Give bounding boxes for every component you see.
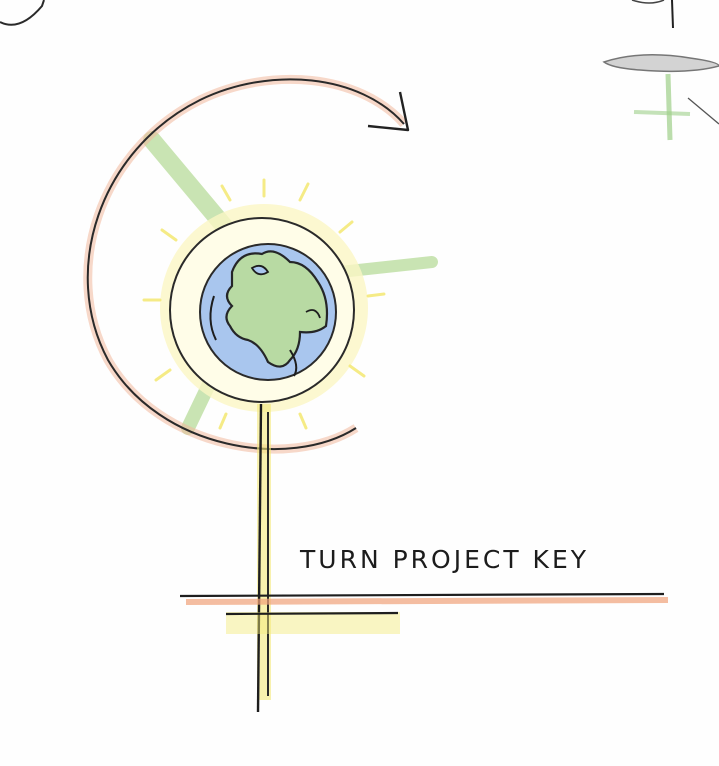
top-right-fragment — [602, 0, 719, 141]
globe-icon — [169, 217, 355, 403]
caption-turn-project-key: TURN PROJECT KEY — [300, 545, 590, 574]
key-shaft — [256, 403, 271, 713]
rotate-arrow-icon — [83, 74, 410, 454]
corner-circle-fragment — [0, 0, 45, 26]
baseline — [179, 592, 669, 634]
continent-landmass — [225, 250, 329, 368]
